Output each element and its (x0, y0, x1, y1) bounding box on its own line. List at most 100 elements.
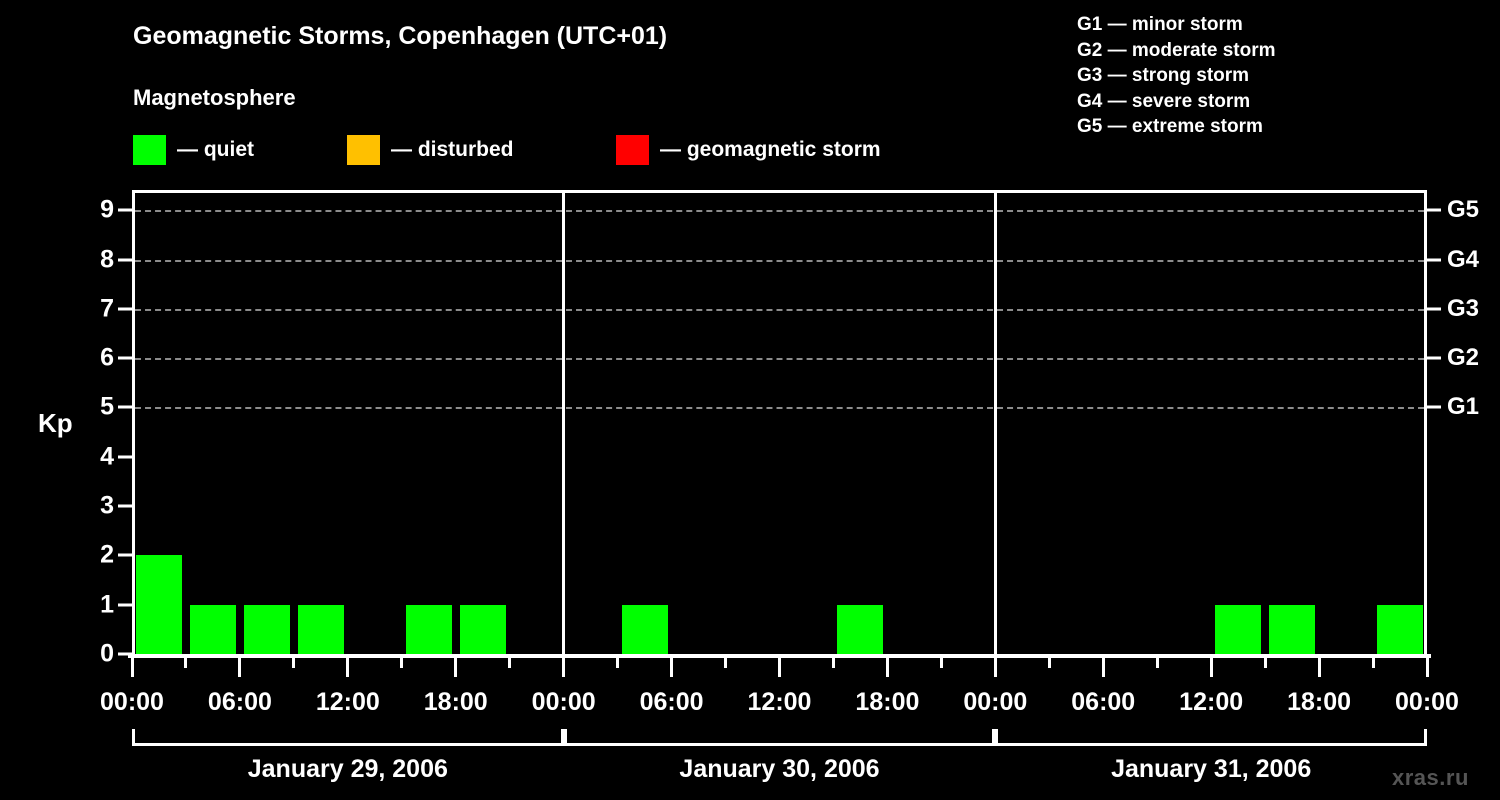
y-tick-label-5: 5 (100, 392, 114, 421)
y-tick-mark-4 (118, 455, 132, 459)
y-tick-label-3: 3 (100, 491, 114, 520)
disturbed-swatch (347, 135, 380, 165)
gridline-kp-6 (135, 358, 1424, 361)
day-bracket (563, 729, 996, 746)
bar (837, 604, 884, 654)
page-title: Geomagnetic Storms, Copenhagen (UTC+01) (133, 22, 668, 50)
x-tick-major (130, 657, 134, 677)
bar (1377, 604, 1424, 654)
x-tick-major (670, 657, 674, 677)
x-tick-label: 00:00 (100, 688, 164, 716)
day-bracket (132, 729, 564, 746)
day-separator (993, 190, 997, 657)
bar (243, 604, 290, 654)
y-tick-label-9: 9 (100, 195, 114, 224)
x-tick-major (778, 657, 781, 677)
legend-item-quiet: — quiet (133, 134, 254, 166)
y-tick-mark-3 (118, 504, 132, 508)
x-tick-minor (939, 657, 943, 668)
x-tick-major (562, 657, 566, 677)
gscale-key-g1: G1 — minor storm (1077, 14, 1243, 35)
gridline-kp-8 (135, 259, 1424, 262)
gscale-key: G1 — minor storm G2 — moderate storm G3 … (1077, 12, 1276, 140)
bar (297, 604, 344, 654)
legend-label-quiet: — quiet (177, 138, 254, 161)
legend-item-storm: — geomagnetic storm (616, 134, 881, 166)
y-tick-label-0: 0 (100, 639, 114, 668)
x-tick-minor (184, 657, 188, 668)
g-tick-mark-G2 (1427, 356, 1441, 360)
y-tick-mark-2 (118, 553, 132, 557)
x-tick-minor (1047, 657, 1051, 668)
g-tick-mark-G3 (1427, 307, 1441, 311)
gridline-kp-5 (135, 407, 1424, 410)
x-tick-minor (1155, 657, 1159, 668)
plot-baseline (128, 654, 1431, 658)
x-tick-minor (1263, 657, 1267, 668)
x-tick-major (885, 657, 889, 677)
g-tick-label-G4: G4 (1447, 245, 1480, 273)
g-tick-mark-G4 (1427, 258, 1441, 262)
legend-item-disturbed: — disturbed (347, 134, 514, 166)
storm-swatch (616, 135, 649, 165)
watermark: xras.ru (1392, 765, 1469, 790)
bar (1215, 604, 1262, 654)
x-tick-label: 00:00 (1395, 688, 1459, 716)
y-tick-label-4: 4 (100, 442, 114, 471)
x-tick-label: 12:00 (1179, 688, 1244, 716)
x-tick-label: 12:00 (747, 688, 812, 716)
legend-label-storm: — geomagnetic storm (660, 138, 881, 161)
x-tick-minor (724, 657, 728, 668)
x-tick-major (993, 657, 997, 677)
y-tick-mark-7 (118, 307, 132, 311)
quiet-swatch (133, 135, 166, 165)
chart-plot-area (128, 190, 1431, 658)
gscale-key-g4: G4 — severe storm (1077, 90, 1251, 112)
x-tick-minor (400, 657, 404, 668)
gscale-key-g5: G5 — extreme storm (1077, 116, 1263, 137)
y-tick-label-1: 1 (100, 590, 114, 619)
x-tick-label: 18:00 (855, 688, 920, 716)
x-tick-label: 18:00 (1287, 688, 1352, 716)
legend-heading: Magnetosphere (133, 85, 296, 110)
x-tick-major (238, 657, 242, 677)
x-tick-label: 06:00 (1071, 688, 1136, 716)
bar (1269, 604, 1316, 654)
x-tick-major (1209, 657, 1213, 677)
gridline-kp-7 (135, 308, 1424, 311)
bar (621, 604, 668, 654)
x-tick-label: 06:00 (639, 688, 704, 716)
day-bracket (995, 729, 1427, 746)
y-tick-label-6: 6 (100, 343, 114, 372)
bar (189, 604, 236, 654)
gridline-kp-9 (135, 210, 1424, 213)
date-label: January 31, 2006 (1111, 755, 1312, 783)
g-tick-mark-G5 (1427, 208, 1441, 212)
x-tick-major (454, 657, 458, 677)
x-tick-label: 18:00 (423, 688, 488, 716)
y-tick-mark-6 (118, 356, 132, 360)
bar (135, 555, 182, 654)
x-tick-label: 00:00 (531, 688, 596, 716)
bar (405, 604, 452, 654)
x-tick-minor (616, 657, 620, 668)
legend-label-disturbed: — disturbed (391, 138, 514, 161)
y-tick-label-8: 8 (100, 245, 114, 274)
g-tick-label-G5: G5 (1447, 196, 1480, 224)
x-tick-major (1425, 657, 1429, 677)
y-tick-mark-0 (118, 652, 132, 656)
g-tick-label-G2: G2 (1447, 344, 1480, 372)
y-tick-mark-8 (118, 258, 132, 262)
gscale-key-g2: G2 — moderate storm (1077, 39, 1276, 61)
gscale-key-g3: G3 — strong storm (1077, 65, 1250, 86)
y-tick-mark-5 (118, 405, 132, 409)
x-tick-major (346, 657, 350, 677)
g-tick-label-G3: G3 (1447, 294, 1480, 322)
y-tick-mark-9 (118, 208, 132, 212)
g-tick-mark-G1 (1427, 405, 1441, 409)
g-tick-label-G1: G1 (1447, 393, 1480, 421)
x-tick-minor (1371, 657, 1375, 668)
x-tick-minor (508, 657, 512, 668)
x-tick-label: 00:00 (963, 688, 1028, 716)
bar (459, 604, 506, 654)
